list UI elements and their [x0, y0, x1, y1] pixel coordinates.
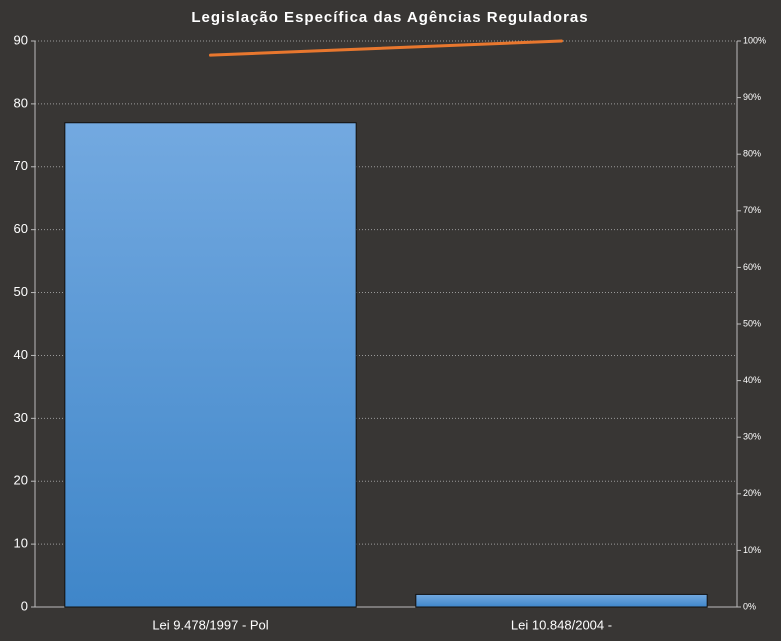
y-tick-label: 70 — [14, 158, 28, 173]
x-tick-label: Lei 10.848/2004 - — [511, 617, 612, 632]
y-tick-label: 30 — [14, 410, 28, 425]
y2-tick-label: 50% — [743, 318, 761, 328]
y-tick-label: 60 — [14, 221, 28, 236]
y-tick-label: 20 — [14, 473, 28, 488]
y2-tick-label: 90% — [743, 92, 761, 102]
y-tick-label: 90 — [14, 32, 28, 47]
y2-tick-label: 70% — [743, 205, 761, 215]
chart-title: Legislação Específica das Agências Regul… — [191, 9, 588, 26]
bar — [415, 593, 708, 608]
y-tick-label: 50 — [14, 284, 28, 299]
y-tick-label: 0 — [21, 598, 28, 613]
y-tick-label: 80 — [14, 95, 28, 110]
y2-tick-label: 10% — [743, 545, 761, 555]
y2-tick-label: 80% — [743, 149, 761, 159]
y2-tick-label: 20% — [743, 488, 761, 498]
y-tick-label: 10 — [14, 536, 28, 551]
y2-tick-label: 40% — [743, 375, 761, 385]
y2-tick-label: 60% — [743, 262, 761, 272]
y-tick-label: 40 — [14, 347, 28, 362]
y2-tick-label: 100% — [743, 35, 766, 45]
bar — [64, 122, 357, 608]
x-tick-label: Lei 9.478/1997 - Pol — [152, 617, 268, 632]
line — [209, 39, 563, 57]
y2-tick-label: 0% — [743, 601, 756, 611]
y2-tick-label: 30% — [743, 432, 761, 442]
